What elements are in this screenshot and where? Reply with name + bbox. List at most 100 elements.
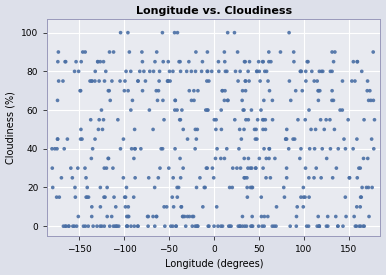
Point <box>281 185 287 190</box>
Point <box>165 79 171 83</box>
Point <box>319 147 325 151</box>
Point <box>347 176 353 180</box>
Point <box>228 224 234 228</box>
Point <box>363 185 369 190</box>
Point <box>350 59 356 64</box>
Point <box>176 185 182 190</box>
Point <box>244 185 250 190</box>
Point <box>215 59 222 64</box>
Point <box>159 31 166 35</box>
Point <box>297 156 303 161</box>
Point <box>54 137 61 141</box>
Point <box>262 117 268 122</box>
Point <box>245 156 251 161</box>
Point <box>146 108 152 112</box>
Point <box>269 98 276 103</box>
Point <box>342 147 349 151</box>
Point <box>124 224 130 228</box>
Point <box>320 69 326 74</box>
Point <box>151 69 157 74</box>
Point <box>100 59 107 64</box>
Point <box>146 176 152 180</box>
Point <box>128 224 134 228</box>
Point <box>315 89 321 93</box>
Point <box>356 224 362 228</box>
Point <box>128 108 134 112</box>
Point <box>72 185 78 190</box>
Point <box>284 176 290 180</box>
Point <box>98 108 105 112</box>
Point <box>302 195 308 199</box>
Point <box>105 156 112 161</box>
Point <box>309 69 315 74</box>
Point <box>164 79 171 83</box>
Point <box>204 166 210 170</box>
Point <box>88 117 94 122</box>
Point <box>283 137 289 141</box>
Point <box>129 98 135 103</box>
Point <box>230 166 236 170</box>
Point <box>247 166 253 170</box>
Point <box>62 224 68 228</box>
Point <box>135 224 141 228</box>
Point <box>177 59 183 64</box>
Point <box>178 205 184 209</box>
Point <box>342 195 349 199</box>
Point <box>61 147 67 151</box>
Point <box>68 166 74 170</box>
Point <box>242 176 248 180</box>
Point <box>327 69 334 74</box>
Point <box>135 79 141 83</box>
Point <box>105 156 111 161</box>
Point <box>256 224 262 228</box>
Point <box>315 89 322 93</box>
Point <box>220 224 226 228</box>
Point <box>193 224 200 228</box>
Point <box>88 79 95 83</box>
Point <box>242 224 248 228</box>
Point <box>315 214 321 219</box>
Point <box>359 185 365 190</box>
Point <box>101 224 107 228</box>
Point <box>295 117 301 122</box>
Point <box>195 224 201 228</box>
Point <box>172 98 178 103</box>
Point <box>298 195 304 199</box>
Point <box>218 224 224 228</box>
Point <box>79 137 85 141</box>
Point <box>312 147 318 151</box>
Point <box>94 224 100 228</box>
Point <box>357 224 364 228</box>
Point <box>260 166 266 170</box>
Point <box>213 205 220 209</box>
Point <box>323 156 330 161</box>
Point <box>96 117 102 122</box>
Point <box>281 195 288 199</box>
Point <box>316 224 322 228</box>
Point <box>325 214 331 219</box>
Point <box>300 205 306 209</box>
Point <box>155 176 161 180</box>
Point <box>254 117 261 122</box>
Point <box>261 98 267 103</box>
Point <box>89 214 95 219</box>
Point <box>291 59 297 64</box>
Point <box>205 108 211 112</box>
Point <box>72 195 78 199</box>
Point <box>330 98 337 103</box>
Point <box>193 50 199 54</box>
Point <box>368 98 374 103</box>
Point <box>305 224 312 228</box>
Point <box>201 185 207 190</box>
Point <box>128 69 134 74</box>
Point <box>179 214 186 219</box>
Point <box>266 147 272 151</box>
Point <box>156 89 162 93</box>
Point <box>361 156 367 161</box>
Point <box>178 176 184 180</box>
Point <box>152 59 158 64</box>
Point <box>284 137 290 141</box>
Point <box>265 214 271 219</box>
Point <box>341 137 347 141</box>
Point <box>218 108 224 112</box>
